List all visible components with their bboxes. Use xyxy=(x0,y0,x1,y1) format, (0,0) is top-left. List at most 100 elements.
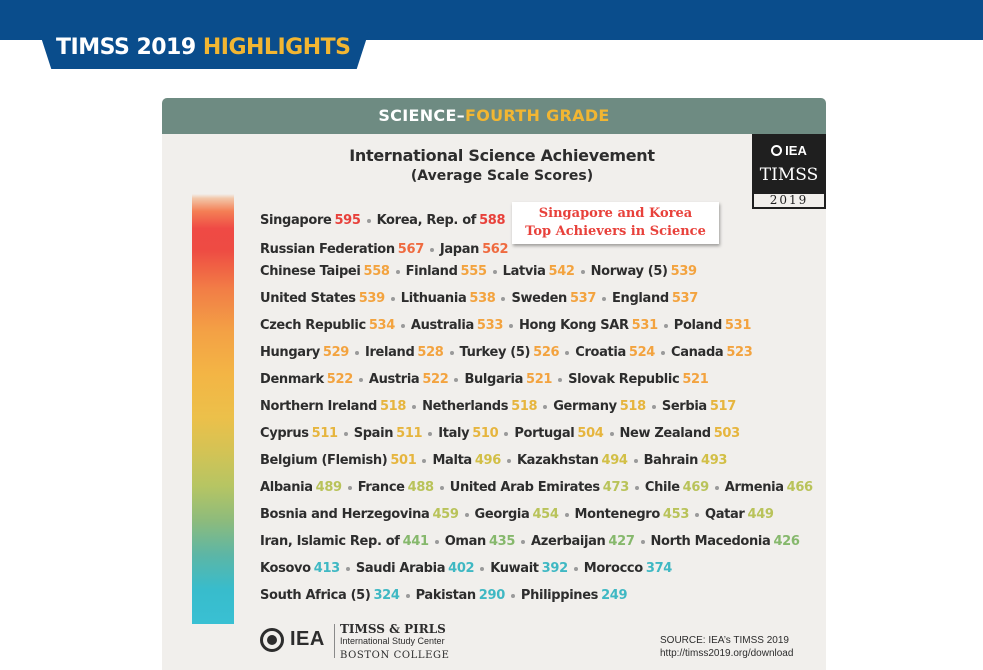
page-title-highlight: HIGHLIGHTS xyxy=(202,35,351,60)
separator-dot xyxy=(434,539,439,544)
separator-dot xyxy=(454,377,459,382)
country-score: 469 xyxy=(682,480,709,495)
separator-dot xyxy=(565,350,570,355)
country-score: 324 xyxy=(373,588,400,603)
separator-dot xyxy=(422,458,427,463)
score-row: United States 539 Lithuania 538 Sweden 537 Eng… xyxy=(260,290,698,308)
footer-logo-line-3: BOSTON COLLEGE xyxy=(340,650,450,661)
score-row: Albania 489 France 488 United Arab Emirates 4… xyxy=(260,479,813,497)
source-line-2: http://timss2019.org/download xyxy=(660,648,794,659)
separator-dot xyxy=(573,566,578,571)
separator-dot xyxy=(358,377,363,382)
country-score: 526 xyxy=(533,345,560,360)
separator-dot xyxy=(510,593,515,598)
separator-dot xyxy=(355,350,359,355)
badge-org-label: IEA xyxy=(785,143,807,158)
country-name: Latvia xyxy=(502,264,546,279)
score-row: Kosovo 413 Saudi Arabia 402 Kuwait 392 Morocco… xyxy=(260,560,672,578)
globe-icon xyxy=(771,145,783,156)
country-score: 567 xyxy=(397,242,424,257)
country-name: Czech Republic xyxy=(260,318,366,333)
country-name: South Africa (5) xyxy=(260,588,371,603)
callout-line-2: Top Achievers in Science xyxy=(525,224,706,239)
country-name: Albania xyxy=(260,480,313,495)
country-score: 531 xyxy=(631,318,658,333)
country-score: 555 xyxy=(460,264,487,279)
country-name: Ireland xyxy=(365,345,415,360)
card-header: SCIENCE–FOURTH GRADE xyxy=(162,98,826,134)
country-name: Finland xyxy=(405,264,458,279)
country-score: 542 xyxy=(548,264,575,279)
country-score: 537 xyxy=(569,291,597,306)
country-name: Malta xyxy=(432,453,472,468)
country-score: 539 xyxy=(358,291,385,306)
country-score: 588 xyxy=(479,213,506,228)
country-name: Belgium (Flemish) xyxy=(260,453,388,468)
score-row: Northern Ireland 518 Netherlands 518 Germany… xyxy=(260,398,736,416)
country-score: 504 xyxy=(577,426,604,441)
score-row: Chinese Taipei 558 Finland 555 Latvia 542 Norw… xyxy=(260,263,697,281)
badge-org: IEA xyxy=(752,144,826,158)
country-name: Iran, Islamic Rep. of xyxy=(260,534,400,549)
country-score: 402 xyxy=(448,561,475,576)
country-name: Bahrain xyxy=(643,453,699,468)
country-name: Bulgaria xyxy=(464,372,523,387)
separator-dot xyxy=(501,296,506,301)
country-name: Chile xyxy=(644,480,680,495)
top-achievers-callout: Singapore and Korea Top Achievers in Sci… xyxy=(512,202,719,244)
country-score: 521 xyxy=(526,372,553,387)
country-name: Hong Kong SAR xyxy=(519,318,629,333)
country-score: 392 xyxy=(541,561,568,576)
country-score: 518 xyxy=(511,399,538,414)
separator-dot xyxy=(663,323,668,328)
page-title-plain: TIMSS 2019 xyxy=(56,35,196,60)
country-score: 454 xyxy=(532,507,559,522)
country-name: Slovak Republic xyxy=(568,372,680,387)
country-score: 494 xyxy=(601,453,628,468)
footer-logo: IEA TIMSS & PIRLS International Study Ce… xyxy=(260,620,460,666)
badge-year: 2019 xyxy=(752,194,826,209)
separator-dot xyxy=(449,350,454,355)
country-name: Denmark xyxy=(260,372,324,387)
country-score: 466 xyxy=(786,480,813,495)
country-score: 531 xyxy=(724,318,752,333)
country-name: Bosnia and Herzegovina xyxy=(260,507,430,522)
country-name: Korea, Rep. of xyxy=(376,213,477,228)
separator-dot xyxy=(695,512,700,517)
country-name: Croatia xyxy=(575,345,626,360)
country-name: New Zealand xyxy=(619,426,712,441)
separator-dot xyxy=(633,458,638,463)
separator-dot xyxy=(343,431,348,436)
chart-heading: International Science Achievement (Avera… xyxy=(292,146,712,186)
iea-logo-icon xyxy=(260,628,284,652)
separator-dot xyxy=(564,512,569,517)
separator-dot xyxy=(580,269,585,274)
country-name: Australia xyxy=(410,318,474,333)
country-name: Spain xyxy=(353,426,394,441)
callout-line-1: Singapore and Korea xyxy=(538,206,693,221)
country-score: 595 xyxy=(334,213,361,228)
country-score: 521 xyxy=(682,372,709,387)
separator-dot xyxy=(390,296,395,301)
separator-dot xyxy=(521,539,526,544)
country-score: 290 xyxy=(478,588,505,603)
country-name: Netherlands xyxy=(422,399,509,414)
separator-dot xyxy=(651,404,656,409)
country-score: 374 xyxy=(645,561,672,576)
country-score: 523 xyxy=(726,345,753,360)
country-name: Qatar xyxy=(705,507,745,522)
country-name: United Arab Emirates xyxy=(449,480,600,495)
country-score: 533 xyxy=(476,318,504,333)
country-score: 503 xyxy=(713,426,740,441)
country-score: 562 xyxy=(482,242,509,257)
footer-logo-iea: IEA xyxy=(290,628,325,650)
footer-logo-line-2: International Study Center xyxy=(340,636,445,646)
separator-dot xyxy=(480,566,485,571)
country-name: Japan xyxy=(439,242,480,257)
country-name: Cyprus xyxy=(260,426,309,441)
country-score: 249 xyxy=(601,588,628,603)
score-row: South Africa (5) 324 Pakistan 290 Philippine… xyxy=(260,587,628,605)
country-name: Pakistan xyxy=(415,588,477,603)
country-score: 453 xyxy=(662,507,690,522)
country-name: United States xyxy=(260,291,356,306)
